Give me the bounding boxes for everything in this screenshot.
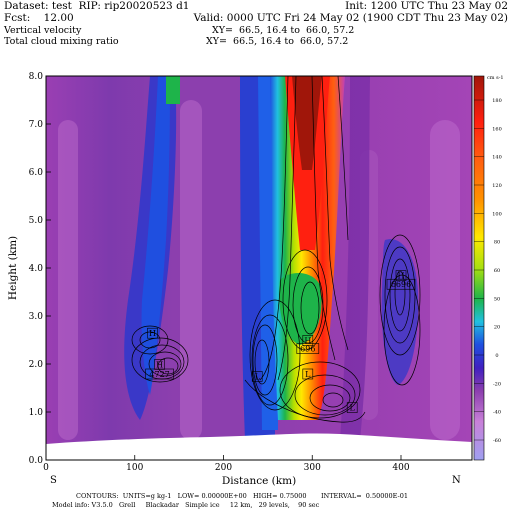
x-tick-label: 400: [392, 463, 409, 473]
y-tick-label: 8.0: [29, 72, 44, 82]
colorbar-label: -60: [493, 438, 501, 444]
colorbar-label: 20: [494, 325, 500, 331]
annotation-box: [145, 368, 174, 380]
field2-xy: XY= 66.5, 16.4 to 66.0, 57.2: [206, 36, 349, 47]
x-tick-label: 0: [43, 463, 49, 473]
x-tick-label: 100: [126, 463, 143, 473]
colorbar-ticks: 180 160 140 120 100 80 60 50 20 0 -20 -40 -60: [474, 98, 502, 444]
colorbar-label: 80: [494, 240, 500, 246]
y-tick-label: 3.0: [29, 312, 44, 322]
annotation-label: H: [304, 336, 311, 345]
annotation-label: 4727: [149, 370, 169, 379]
contours-info: CONTOURS: UNITS=g kg-1 LOW= 0.00000E+00 …: [76, 492, 409, 500]
annotation-box: [296, 343, 320, 354]
annotation-box: [147, 327, 158, 339]
colorbar-label: 0: [495, 353, 498, 359]
forecast-label: Fcst: 12.00: [4, 12, 74, 24]
annotation-box: [302, 368, 314, 380]
x-axis-title: Distance (km): [222, 475, 296, 487]
colorbar-label: 180: [492, 98, 502, 104]
colorbar-label: 100: [492, 211, 502, 217]
annotation-label: L: [350, 404, 356, 413]
annotation-box: [395, 270, 407, 281]
y-tick-label: 5.0: [29, 216, 44, 226]
axes: 0 100 200 300 400 0.0 1.0 2.0 3.0 4.0 5.0 6.0 7.0 8.0: [29, 72, 410, 473]
colorbar: [473, 75, 485, 461]
annotation-box: [251, 371, 263, 382]
colorbar-label: 50: [494, 296, 500, 302]
endpoint-label-right: N: [452, 475, 461, 486]
annotation-label: L: [305, 370, 311, 379]
annotation-label: 6696: [391, 280, 411, 289]
y-tick-label: 2.0: [29, 360, 44, 370]
annotation-label: H: [398, 272, 405, 281]
y-tick-label: 0.0: [29, 456, 44, 466]
y-tick-label: 6.0: [29, 168, 44, 178]
field1-xy: XY= 66.5, 16.4 to 66.0, 57.2: [212, 25, 355, 36]
dataset-label: Dataset: test RIP: rip20020523 d1: [4, 0, 190, 12]
annotation-label: 696: [300, 345, 315, 354]
annotation-label: H: [149, 329, 156, 338]
annotation-box: [302, 335, 314, 346]
cloud-contours: [131, 76, 421, 423]
annotation-label: L: [255, 372, 261, 381]
annotation-box: [154, 359, 165, 370]
y-axis-title: Height (km): [7, 236, 19, 300]
shaded-field: [46, 76, 472, 460]
annotation-box: [346, 402, 358, 413]
x-tick-label: 200: [215, 463, 232, 473]
colorbar-units: cm s-1: [487, 75, 504, 81]
colorbar-label: -20: [493, 381, 501, 387]
annotation-box: [386, 278, 416, 290]
endpoint-label-left: S: [50, 475, 57, 486]
colorbar-label: 160: [492, 126, 502, 132]
x-tick-label: 300: [304, 463, 321, 473]
valid-time-label: Valid: 0000 UTC Fri 24 May 02 (1900 CDT …: [193, 12, 508, 24]
colorbar-label: -40: [493, 410, 501, 416]
colorbar-label: 140: [492, 155, 502, 161]
y-tick-label: 7.0: [29, 120, 44, 130]
colorbar-label: 120: [492, 183, 502, 189]
field2-label: Total cloud mixing ratio: [4, 36, 119, 47]
annotation-label: H: [156, 360, 163, 369]
init-label: Init: 1200 UTC Thu 23 May 02: [345, 0, 508, 12]
y-tick-label: 4.0: [29, 264, 44, 274]
field1-label: Vertical velocity: [4, 25, 82, 36]
colorbar-label: 60: [494, 268, 500, 274]
y-tick-label: 1.0: [29, 408, 44, 418]
model-info: Model info: V3.5.0 Grell Blackadar Simpl…: [52, 501, 320, 509]
